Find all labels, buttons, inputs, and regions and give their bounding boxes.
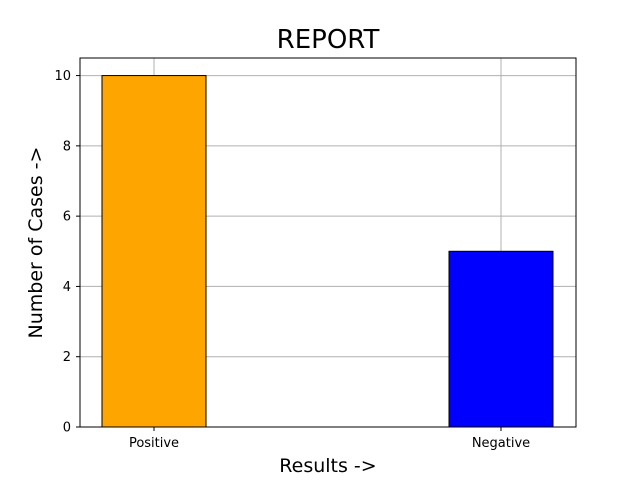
y-tick-label: 10 (54, 69, 71, 84)
x-axis-label: Results -> (279, 455, 376, 477)
y-axis-label: Number of Cases -> (25, 147, 47, 339)
y-tick-label: 8 (63, 139, 71, 154)
bar-positive (101, 75, 207, 428)
y-tick-label: 6 (63, 210, 71, 225)
x-tick-label: Positive (129, 436, 179, 451)
x-tick-label: Negative (472, 436, 530, 451)
plot-frame (79, 57, 577, 428)
y-tick-label: 0 (63, 421, 71, 436)
chart-title: REPORT (277, 25, 380, 55)
axis-ticks: 0 2 4 6 8 10 Positive Negative (54, 69, 530, 451)
bar-negative (448, 250, 554, 428)
y-tick-label: 2 (63, 350, 71, 365)
bars (101, 75, 554, 428)
y-tick-label: 4 (63, 280, 71, 295)
